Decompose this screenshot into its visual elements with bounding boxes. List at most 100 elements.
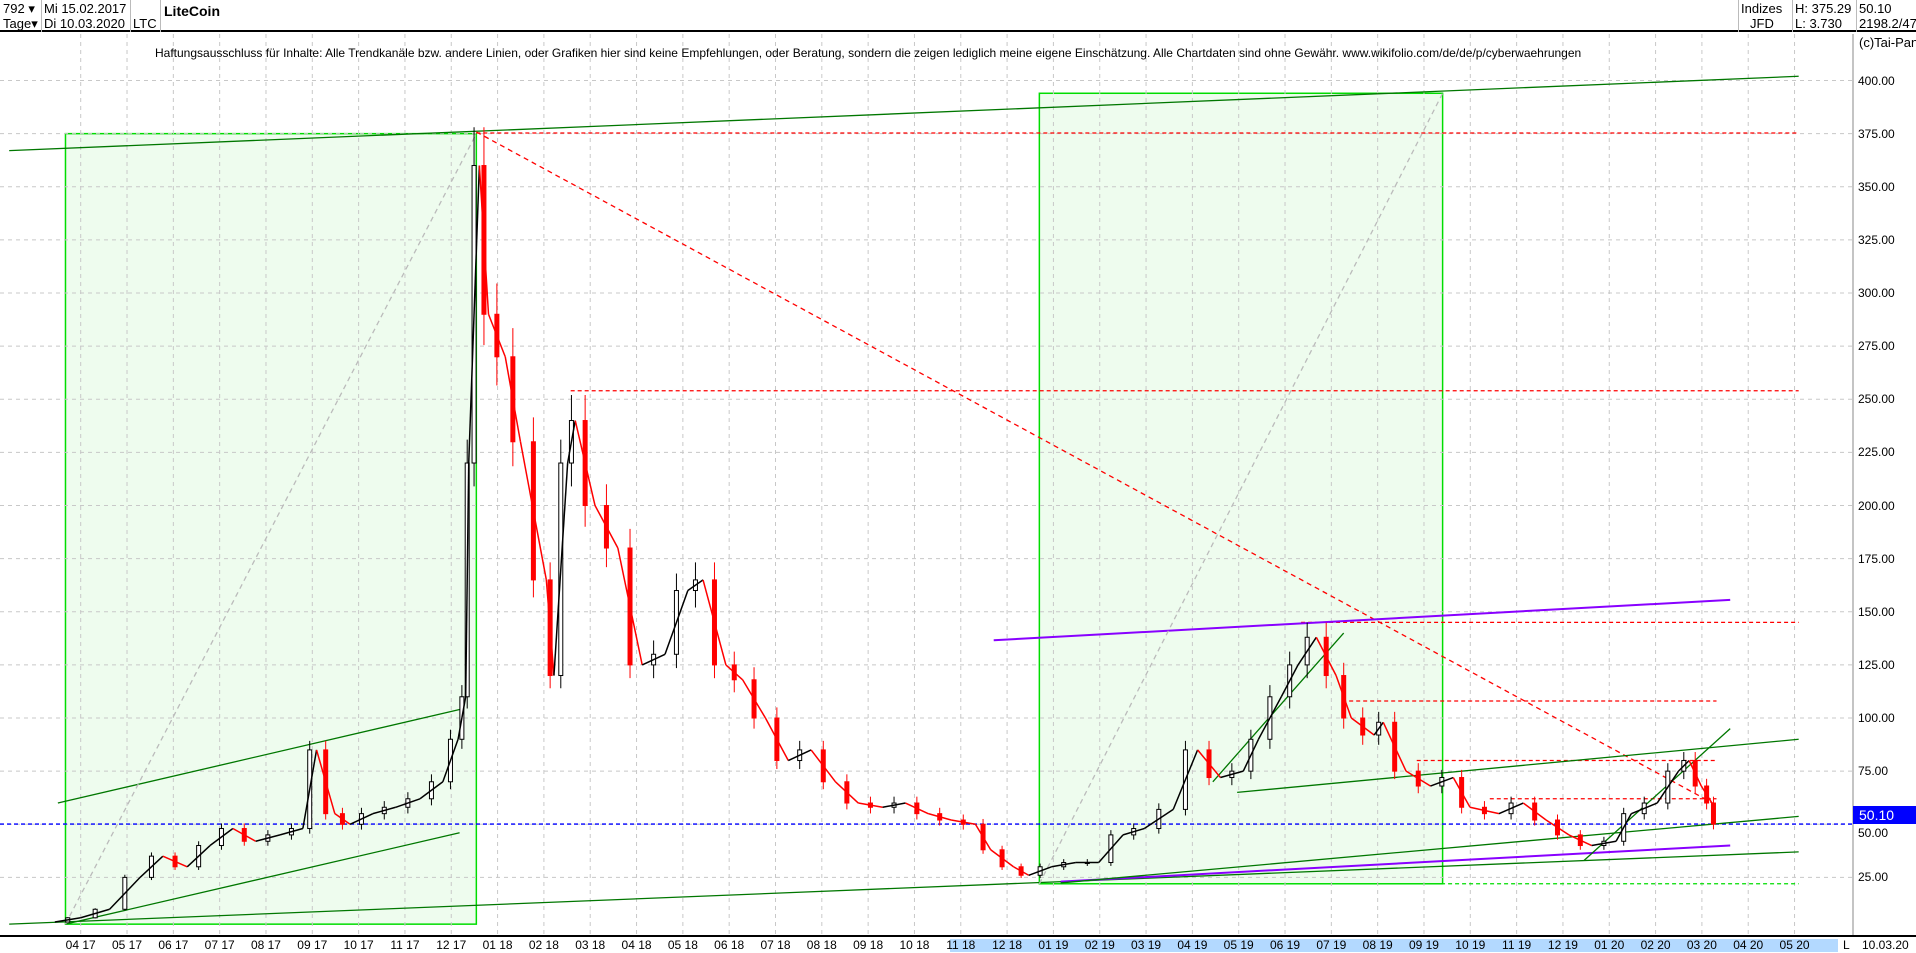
x-tick-label: 05 20 bbox=[1779, 938, 1810, 952]
symbol: LTC bbox=[133, 16, 157, 31]
bar-count-select[interactable]: 792 ▾ bbox=[3, 1, 35, 16]
price-segment bbox=[1469, 806, 1500, 815]
price-segment bbox=[255, 834, 281, 843]
scale-mode[interactable]: L bbox=[1843, 938, 1850, 952]
price-segment bbox=[1700, 785, 1713, 804]
price-segment bbox=[664, 590, 689, 655]
price-segment bbox=[162, 855, 188, 868]
x-tick-label: 08 18 bbox=[806, 938, 837, 952]
bar-count: 792 bbox=[3, 1, 25, 16]
period-select[interactable]: Tage▾ bbox=[3, 16, 38, 31]
trendline bbox=[1060, 815, 1799, 884]
price-segment bbox=[302, 749, 318, 829]
trendline bbox=[993, 598, 1731, 642]
price-segment bbox=[1591, 840, 1617, 847]
trendline bbox=[9, 851, 1799, 925]
x-tick-label: 12 19 bbox=[1547, 938, 1578, 952]
price-segment bbox=[315, 749, 336, 814]
price-segment bbox=[372, 806, 396, 815]
x-tick-label: 11 19 bbox=[1502, 938, 1532, 952]
price-segment bbox=[1350, 717, 1375, 736]
price-segment bbox=[1197, 749, 1222, 779]
price-segment bbox=[787, 749, 812, 762]
price-segment bbox=[504, 356, 522, 442]
y-tick-label: 375.00 bbox=[1858, 126, 1895, 141]
price-segment bbox=[1677, 759, 1690, 772]
price-segment bbox=[1688, 760, 1702, 787]
trendline bbox=[9, 75, 1799, 152]
chevron-down-icon: ▾ bbox=[28, 1, 35, 16]
y-tick-label: 400.00 bbox=[1858, 73, 1895, 88]
x-axis[interactable]: 04 17 05 17 06 17 07 17 08 17 09 17 10 17 11 17… bbox=[0, 935, 1916, 952]
price-segment bbox=[725, 664, 744, 681]
y-tick-label: 325.00 bbox=[1858, 232, 1895, 247]
trendline bbox=[476, 131, 1717, 806]
price-segment bbox=[1257, 696, 1282, 740]
x-tick-label: 01 19 bbox=[1038, 938, 1069, 952]
date-from[interactable]: Mi 15.02.2017 bbox=[44, 1, 127, 16]
price-segment bbox=[1143, 808, 1174, 830]
price-segment bbox=[1711, 802, 1716, 825]
price-segment bbox=[54, 917, 81, 923]
x-tick-label: 06 19 bbox=[1270, 938, 1301, 952]
x-tick-label: 03 18 bbox=[575, 938, 606, 952]
trendline bbox=[1212, 632, 1345, 783]
end-date: 10.03.20 bbox=[1862, 938, 1909, 952]
price-segment bbox=[617, 547, 643, 666]
price-segment bbox=[566, 420, 576, 464]
x-tick-label: 04 20 bbox=[1733, 938, 1764, 952]
price-segment bbox=[545, 579, 555, 676]
price-segment bbox=[1498, 802, 1524, 815]
date-to[interactable]: Di 10.03.2020 bbox=[44, 16, 125, 31]
y-tick-label: 225.00 bbox=[1858, 445, 1895, 460]
x-tick-label: 04 17 bbox=[65, 938, 96, 952]
y-tick-label: 200.00 bbox=[1858, 498, 1895, 513]
price-segment bbox=[1051, 861, 1077, 868]
price-segment bbox=[1545, 819, 1570, 836]
high-value: H: 375.29 bbox=[1795, 1, 1852, 16]
x-tick-label: 09 17 bbox=[297, 938, 328, 952]
x-tick-label: 11 18 bbox=[946, 938, 976, 952]
x-tick-label: 12 18 bbox=[992, 938, 1023, 952]
trendline bbox=[65, 832, 460, 925]
price-segment bbox=[834, 781, 859, 804]
price-segment bbox=[1568, 834, 1593, 847]
x-tick-label: 07 19 bbox=[1316, 938, 1347, 952]
price-segment bbox=[464, 463, 470, 697]
price-segment bbox=[641, 653, 666, 666]
price-segment bbox=[1430, 776, 1454, 787]
y-tick-label: 25.00 bbox=[1858, 870, 1889, 885]
price-segment bbox=[186, 844, 211, 868]
price-segment bbox=[209, 827, 234, 847]
y-tick-label: 50.00 bbox=[1858, 826, 1889, 841]
x-tick-label: 07 18 bbox=[760, 938, 791, 952]
price-segment bbox=[702, 579, 727, 666]
price-segment bbox=[1315, 636, 1337, 676]
price-segment bbox=[882, 802, 906, 809]
price-segment bbox=[1373, 721, 1384, 736]
price-segment bbox=[1382, 721, 1407, 772]
x-tick-label: 05 18 bbox=[667, 938, 698, 952]
visible-range-highlight[interactable] bbox=[950, 939, 1838, 952]
chevron-down-icon: ▾ bbox=[31, 16, 38, 31]
y-tick-label: 75.00 bbox=[1858, 764, 1889, 779]
exchange: JFD bbox=[1750, 16, 1774, 31]
x-tick-label: 10 19 bbox=[1455, 938, 1486, 952]
x-tick-label: 06 18 bbox=[714, 938, 745, 952]
x-tick-label: 02 20 bbox=[1640, 938, 1671, 952]
price-segment bbox=[1220, 770, 1244, 779]
price-segment bbox=[478, 165, 490, 315]
x-tick-label: 05 17 bbox=[112, 938, 143, 952]
price-segment bbox=[858, 802, 883, 809]
x-tick-label: 10 17 bbox=[343, 938, 374, 952]
price-segment bbox=[553, 462, 569, 676]
current-price-label: 50.10 bbox=[1853, 806, 1916, 825]
price-segment bbox=[1172, 749, 1199, 810]
price-segment bbox=[419, 781, 444, 800]
trendline bbox=[1060, 844, 1731, 883]
x-tick-label: 09 19 bbox=[1408, 938, 1439, 952]
x-tick-label: 06 17 bbox=[158, 938, 189, 952]
x-tick-label: 03 19 bbox=[1131, 938, 1162, 952]
chart-header: 792 ▾ Tage▾ Mi 15.02.2017 Di 10.03.2020 … bbox=[0, 0, 1916, 32]
